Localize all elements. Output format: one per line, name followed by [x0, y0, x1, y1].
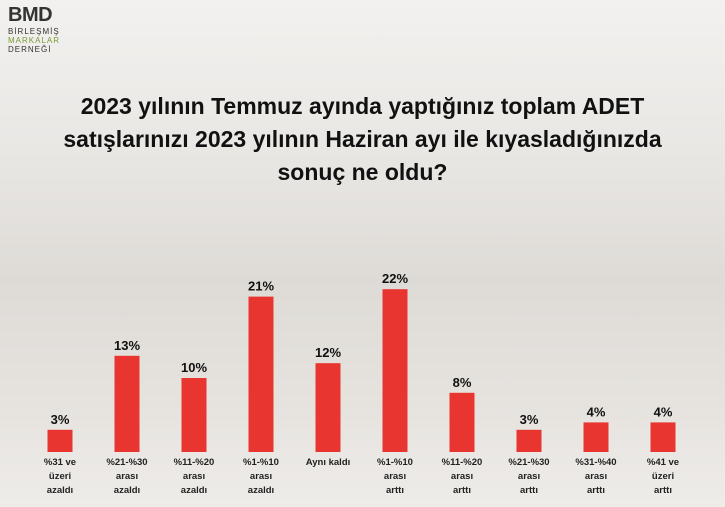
x-tick-label: %21-%30 arası azaldı	[106, 457, 148, 496]
value-label: 3%	[51, 412, 70, 427]
bar	[248, 296, 274, 452]
value-label: 4%	[654, 404, 673, 419]
value-label: 10%	[181, 360, 207, 375]
x-tick-label: %11-%20 arası arttı	[441, 457, 483, 496]
value-label: 21%	[248, 279, 274, 294]
bar	[315, 363, 341, 452]
logo-name: BMD	[8, 4, 53, 26]
x-tick-label: %1-%10 arası azaldı	[243, 457, 279, 496]
value-label: 8%	[453, 375, 472, 390]
bar	[382, 289, 408, 452]
bar	[583, 422, 609, 452]
bar	[47, 429, 73, 452]
x-tick-label: %11-%20 arası azaldı	[173, 457, 215, 496]
x-tick-label: Aynı kaldı	[305, 457, 351, 468]
chart-title: 2023 yılının Temmuz ayında yaptığınız to…	[63, 93, 662, 185]
x-tick-label: %1-%10 arası arttı	[377, 457, 413, 496]
value-label: 22%	[382, 271, 408, 286]
bar	[449, 392, 475, 452]
bar	[516, 429, 542, 452]
x-tick-label: %31-%40 arası arttı	[575, 457, 617, 496]
value-label: 12%	[315, 345, 341, 360]
x-tick-label: %31 ve üzeri azaldı	[43, 457, 77, 496]
logo: BMD BİRLEŞMİŞ MARKALAR DERNEĞİ	[8, 4, 60, 54]
x-tick-label: %21-%30 arası arttı	[508, 457, 550, 496]
value-label: 3%	[520, 412, 539, 427]
bar	[181, 378, 207, 452]
x-tick-label: %41 ve üzeri arttı	[646, 457, 680, 496]
value-label: 4%	[587, 404, 606, 419]
logo-line: DERNEĞİ	[8, 45, 52, 54]
bar	[650, 422, 676, 452]
value-label: 13%	[114, 338, 140, 353]
bar	[114, 355, 140, 452]
logo-line: BİRLEŞMİŞ	[8, 27, 60, 36]
logo-line: MARKALAR	[8, 36, 61, 45]
